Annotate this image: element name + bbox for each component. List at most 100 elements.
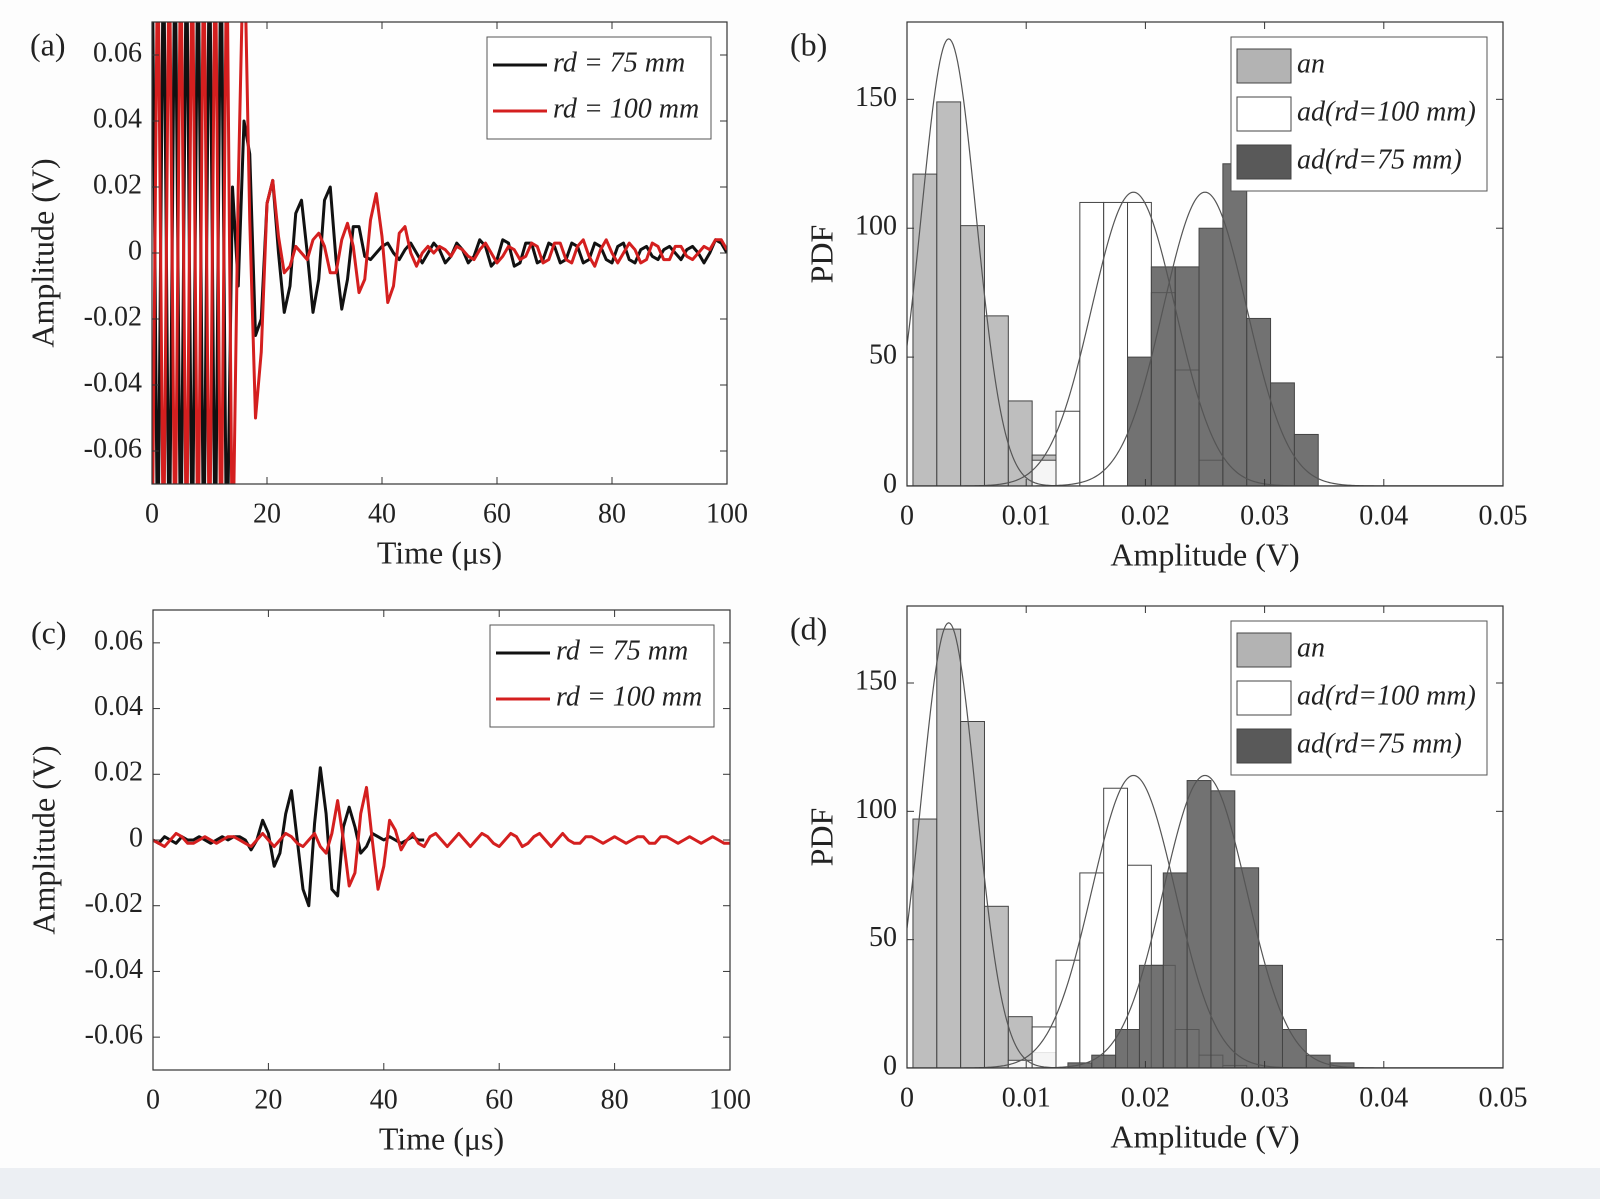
- y-tick-label: 0: [129, 822, 143, 853]
- y-tick-label: -0.04: [84, 367, 142, 398]
- histogram-bar: [960, 721, 985, 1068]
- panel: 0 0.01 0.02 0.03 0.04 0.05 0 50 100 150 (b) Amplitu…: [790, 21, 1528, 572]
- y-tick-label: 0.04: [94, 691, 143, 722]
- plot: [152, 22, 727, 484]
- fit-curve: [907, 38, 1503, 486]
- histogram-bar: [1055, 410, 1081, 486]
- x-tick-label: 0: [900, 1082, 914, 1113]
- legend-swatch: [1236, 728, 1292, 764]
- y-tick-label: -0.02: [84, 301, 142, 332]
- histogram-bar: [1067, 1062, 1093, 1068]
- legend-swatch: [1236, 680, 1292, 716]
- y-tick-label: -0.04: [85, 954, 143, 985]
- histogram-bar: [936, 101, 962, 486]
- y-tick-label: 0.02: [94, 757, 143, 788]
- panel-label: (b): [790, 26, 827, 62]
- histogram-bar: [912, 818, 938, 1068]
- y-tick-label: 150: [855, 82, 897, 113]
- legend-swatch: [1236, 96, 1292, 132]
- panel-label: (d): [790, 610, 827, 646]
- histogram-bar: [1055, 959, 1081, 1068]
- y-tick-label: 100: [855, 794, 897, 825]
- x-tick-label: 0.04: [1359, 500, 1408, 531]
- x-tick-label: 0.04: [1359, 1082, 1408, 1113]
- histogram-bar: [1150, 266, 1176, 486]
- histogram-bar: [936, 628, 962, 1068]
- y-tick-label: 50: [869, 922, 897, 953]
- y-tick-label: 0.06: [93, 37, 142, 68]
- x-tick-label: 60: [485, 1084, 513, 1115]
- x-tick-label: 0.05: [1479, 500, 1528, 531]
- line-series: [153, 766, 425, 908]
- panel-label: (c): [31, 614, 67, 650]
- x-tick-label: 0.02: [1121, 1082, 1170, 1113]
- legend-swatch: [1236, 48, 1292, 84]
- x-axis-label: Time (μs): [379, 1120, 504, 1156]
- x-tick-label: 80: [598, 498, 626, 529]
- y-tick-label: -0.02: [85, 888, 143, 919]
- legend-label: ad(rd=100 mm): [1297, 680, 1476, 711]
- x-tick-label: 40: [368, 498, 396, 529]
- y-axis-label: PDF: [803, 808, 839, 867]
- panel: 0 20 40 60 80 100 -0.06 -0.04 -0.02 0 0.02 0.04 0.06…: [24, 21, 748, 570]
- legend-label: ad(rd=75 mm): [1297, 728, 1462, 759]
- legend-label: rd = 100 mm: [553, 93, 699, 124]
- line-series: [152, 22, 727, 484]
- legend-swatch: [1236, 144, 1292, 180]
- y-tick-label: 50: [869, 340, 897, 371]
- legend-label: an: [1297, 632, 1325, 663]
- histogram-bar: [1246, 317, 1272, 486]
- histogram-bar: [1186, 780, 1212, 1068]
- x-tick-label: 0.01: [1002, 1082, 1051, 1113]
- histogram-bar: [912, 173, 938, 486]
- x-tick-label: 0.03: [1240, 1082, 1289, 1113]
- x-tick-label: 40: [370, 1084, 398, 1115]
- panel: 0 0.01 0.02 0.03 0.04 0.05 0 50 100 150 (d) Amplitu…: [790, 605, 1528, 1154]
- legend-swatch: [1236, 632, 1292, 668]
- histogram-bar: [1293, 433, 1319, 486]
- x-tick-label: 0.01: [1002, 500, 1051, 531]
- histogram-bar: [1031, 1026, 1057, 1068]
- y-tick-label: 0.02: [93, 169, 142, 200]
- legend-label: rd = 75 mm: [553, 47, 685, 78]
- x-tick-label: 0: [145, 498, 159, 529]
- panel: 0 20 40 60 80 100 -0.06 -0.04 -0.02 0 0.02 0.04 0.06…: [25, 609, 751, 1156]
- axes-frame: [906, 21, 1504, 487]
- histogram-bar: [1127, 356, 1152, 486]
- histogram-bar: [1174, 266, 1200, 486]
- x-tick-label: 0.03: [1240, 500, 1289, 531]
- x-tick-label: 0.02: [1121, 500, 1170, 531]
- histogram-bar: [1115, 1029, 1140, 1068]
- histogram-bar: [1162, 872, 1188, 1068]
- histogram-bar: [1091, 1054, 1117, 1068]
- y-tick-label: 100: [855, 211, 897, 242]
- legend-label: rd = 100 mm: [556, 681, 702, 712]
- x-tick-label: 0: [146, 1084, 160, 1115]
- fit-curve: [907, 622, 1503, 1068]
- histogram-bar: [983, 905, 1009, 1068]
- x-tick-label: 0: [900, 500, 914, 531]
- fit-curve: [907, 191, 1503, 486]
- x-axis-label: Amplitude (V): [1110, 1118, 1299, 1154]
- histogram-bar: [1079, 872, 1105, 1068]
- y-tick-label: 0.06: [94, 625, 143, 656]
- histogram-bar: [1222, 163, 1248, 486]
- axes-frame: [906, 605, 1504, 1069]
- plot: [907, 622, 1503, 1068]
- histogram-bar: [1210, 790, 1236, 1068]
- histogram-bar: [1258, 964, 1283, 1068]
- legend-label: rd = 75 mm: [556, 635, 688, 666]
- legend-label: ad(rd=75 mm): [1297, 144, 1462, 175]
- legend-box: [489, 624, 715, 728]
- histogram-bar: [1234, 867, 1260, 1068]
- y-tick-label: 150: [855, 665, 897, 696]
- y-tick-label: 0.04: [93, 103, 142, 134]
- y-tick-label: 0: [883, 468, 897, 499]
- panel-label: (a): [30, 26, 66, 62]
- x-tick-label: 20: [253, 498, 281, 529]
- legend-label: an: [1297, 48, 1325, 79]
- y-tick-label: -0.06: [84, 433, 142, 464]
- fit-curve: [907, 191, 1503, 486]
